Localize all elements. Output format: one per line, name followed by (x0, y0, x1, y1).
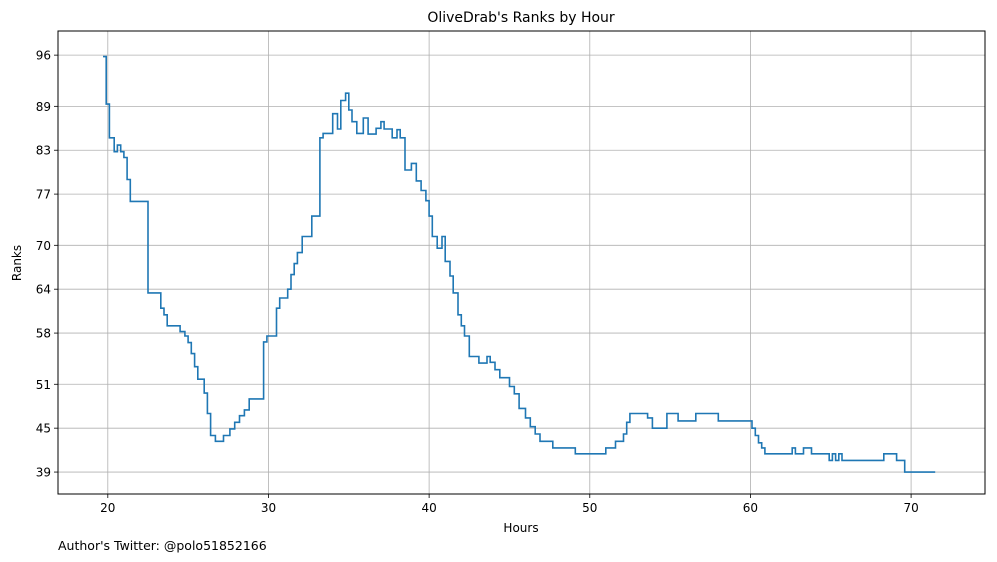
y-tick-label: 89 (36, 100, 51, 114)
plot-background (58, 31, 985, 494)
x-tick-label: 40 (421, 501, 436, 515)
x-tick-label: 70 (903, 501, 918, 515)
y-axis-label: Ranks (10, 245, 24, 281)
y-tick-label: 96 (36, 49, 51, 63)
rank-step-line (103, 55, 936, 473)
plot-frame (57, 30, 986, 495)
y-tick-label: 70 (36, 239, 51, 253)
y-tick-label: 64 (36, 283, 51, 297)
x-tick-label: 60 (743, 501, 758, 515)
x-tick-label: 50 (582, 501, 597, 515)
x-axis-label: Hours (503, 521, 538, 535)
y-tick-label: 58 (36, 327, 51, 341)
x-tick-label: 20 (100, 501, 115, 515)
gridlines (58, 31, 985, 494)
y-axis-ticks: 39 45 51 58 64 70 77 83 89 96 (36, 49, 58, 480)
author-credit: Author's Twitter: @polo51852166 (58, 538, 267, 553)
y-tick-label: 77 (36, 188, 51, 202)
chart-title: OliveDrab's Ranks by Hour (427, 10, 615, 26)
y-tick-label: 45 (36, 422, 51, 436)
y-tick-label: 39 (36, 466, 51, 480)
x-tick-label: 30 (261, 501, 276, 515)
x-axis-ticks: 20 30 40 50 60 70 (100, 494, 919, 515)
y-tick-label: 51 (36, 378, 51, 392)
y-tick-label: 83 (36, 144, 51, 158)
